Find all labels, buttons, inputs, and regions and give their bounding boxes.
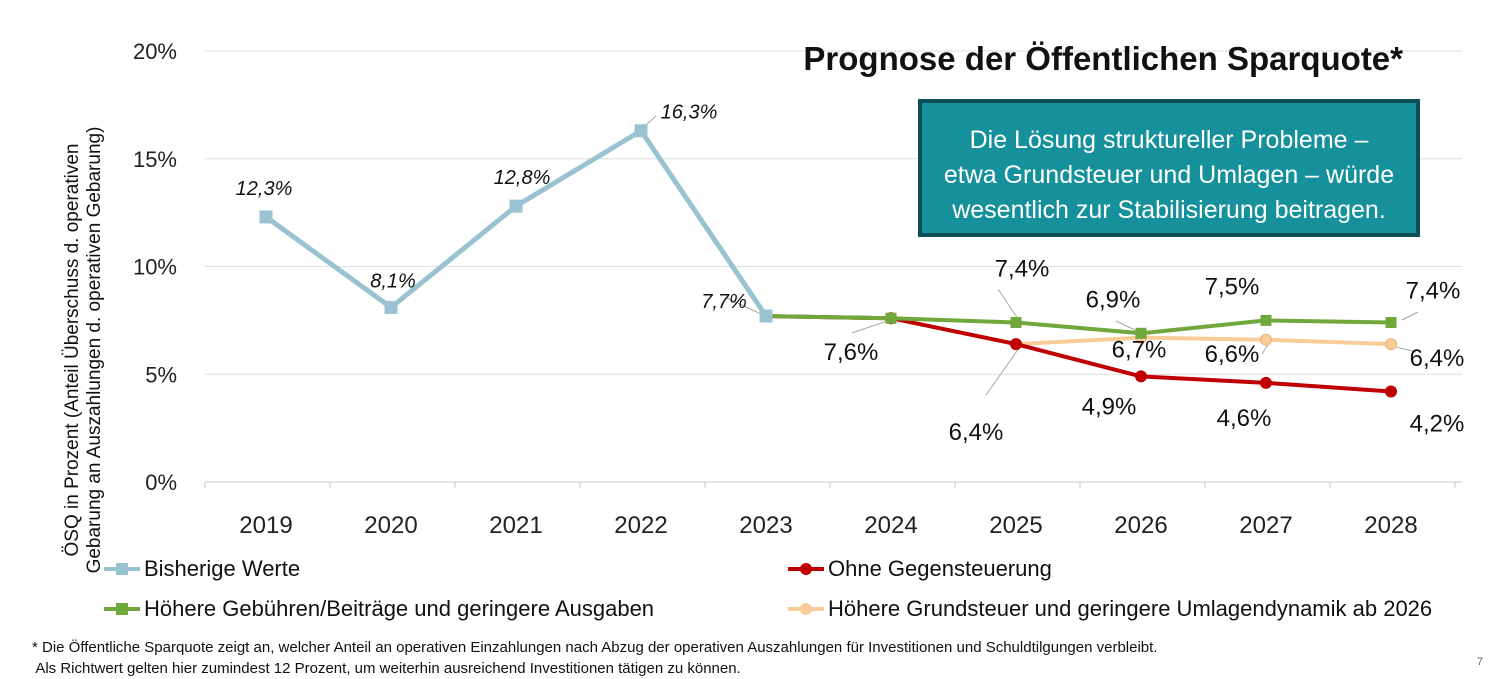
y-tick-label: 5% (145, 362, 177, 387)
footnote-line-1: * Die Öffentliche Sparquote zeigt an, we… (32, 639, 1158, 656)
data-label: 7,4% (1406, 278, 1461, 305)
label-leader-line (997, 288, 1019, 320)
x-tick-label: 2028 (1364, 512, 1417, 539)
callout-line-2: etwa Grundsteuer und Umlagen – würde (943, 161, 1395, 189)
label-leader-line (645, 115, 657, 126)
series-point (259, 210, 273, 224)
data-label: 4,9% (1082, 393, 1137, 420)
data-label: 12,8% (494, 167, 551, 189)
y-tick-label: 20% (133, 39, 177, 64)
series-point (634, 124, 648, 138)
data-label: 4,6% (1217, 405, 1272, 432)
x-tick-label: 2021 (489, 512, 542, 539)
legend-swatch-bisherige-werte (104, 562, 140, 576)
callout-line-1: Die Lösung struktureller Probleme – (969, 126, 1369, 154)
label-leader-line (1395, 346, 1417, 353)
series-point (1010, 317, 1022, 329)
x-axis-ticks: 2019 2020 2021 2022 2023 2024 2025 2026 2027 2028 (239, 512, 1417, 539)
data-label: 7,7% (701, 291, 747, 313)
x-tick-label: 2023 (739, 512, 792, 539)
data-label: 6,6% (1205, 341, 1260, 368)
legend-item-ohne-gegensteuerung: Ohne Gegensteuerung (788, 556, 1052, 582)
x-tick-label: 2022 (614, 512, 667, 539)
legend-label: Höhere Grundsteuer und geringere Umlagen… (828, 596, 1433, 621)
chart-title: Prognose der Öffentlichen Sparquote* (803, 40, 1403, 77)
data-label: 7,6% (824, 339, 879, 366)
series-point (1385, 317, 1397, 329)
label-leader-line (1115, 320, 1140, 333)
series-layer (259, 124, 1397, 398)
x-tick-label: 2025 (989, 512, 1042, 539)
data-label: 12,3% (236, 178, 293, 200)
label-leader-line (726, 297, 764, 316)
series-point (1260, 376, 1272, 389)
data-label: 8,1% (370, 270, 416, 292)
data-label: 4,2% (1410, 410, 1465, 437)
callout-box: Die Lösung struktureller Probleme – etwa… (918, 99, 1420, 237)
series-point (509, 199, 523, 213)
series-point (384, 300, 398, 314)
legend-label: Höhere Gebühren/Beiträge und geringere A… (144, 596, 655, 621)
y-tick-label: 10% (133, 255, 177, 280)
data-label: 6,7% (1112, 337, 1167, 364)
x-tick-label: 2020 (364, 512, 417, 539)
data-label: 6,4% (1410, 345, 1465, 372)
y-tick-label: 15% (133, 147, 177, 172)
series-point (1260, 314, 1272, 326)
legend-swatch-ohne-gegensteuerung (788, 562, 824, 576)
footnote-line-2: Als Richtwert gelten hier zumindest 12 P… (32, 660, 741, 677)
data-label: 6,9% (1086, 286, 1141, 313)
data-labels: 12,3% 8,1% 12,8% 16,3% 7,7% 7,6% 6,4% 4,9% 4,6% 4… (236, 102, 1465, 446)
legend-item-hoehere-gebuehren: Höhere Gebühren/Beiträge und geringere A… (104, 596, 654, 622)
y-axis-ticks: 0% 5% 10% 15% 20% (133, 39, 177, 495)
footnote: * Die Öffentliche Sparquote zeigt an, we… (32, 637, 1157, 679)
legend-label: Ohne Gegensteuerung (828, 556, 1052, 581)
legend-item-bisherige-werte: Bisherige Werte (104, 556, 300, 582)
data-label: 6,4% (949, 419, 1004, 446)
series-point (1385, 338, 1397, 351)
series-line (765, 314, 1392, 336)
x-tick-label: 2019 (239, 512, 292, 539)
series-point (1385, 385, 1397, 398)
series-point (1135, 370, 1147, 383)
legend-label: Bisherige Werte (144, 556, 301, 581)
series-point (1260, 333, 1272, 346)
callout-line-3: wesentlich zur Stabilisierung beitragen. (952, 196, 1386, 224)
data-label: 16,3% (661, 102, 718, 124)
legend-swatch-hoehere-grundsteuer (788, 602, 824, 616)
series-point (1010, 338, 1022, 351)
y-tick-label: 0% (145, 470, 177, 495)
series-point (759, 309, 773, 323)
legend-item-hoehere-grundsteuer: Höhere Grundsteuer und geringere Umlagen… (788, 596, 1432, 622)
y-axis-label-line-1: ÖSQ in Prozent (Anteil Überschuss d. ope… (62, 143, 83, 557)
x-tick-label: 2027 (1239, 512, 1292, 539)
data-label: 7,5% (1205, 273, 1260, 300)
data-label: 7,4% (995, 256, 1050, 283)
x-tick-label: 2026 (1114, 512, 1167, 539)
label-leader-line (985, 347, 1020, 396)
page-number: 7 (1476, 656, 1483, 668)
label-leader-line (1401, 311, 1419, 321)
y-axis-label: ÖSQ in Prozent (Anteil Überschuss d. ope… (62, 115, 106, 585)
legend-swatch-hoehere-gebuehren (104, 602, 140, 616)
series-point (1135, 327, 1147, 339)
series-point (885, 312, 897, 324)
x-tick-label: 2024 (864, 512, 917, 539)
y-axis-label-line-2: Gebarung an Auszahlungen d. operativen G… (84, 126, 105, 574)
